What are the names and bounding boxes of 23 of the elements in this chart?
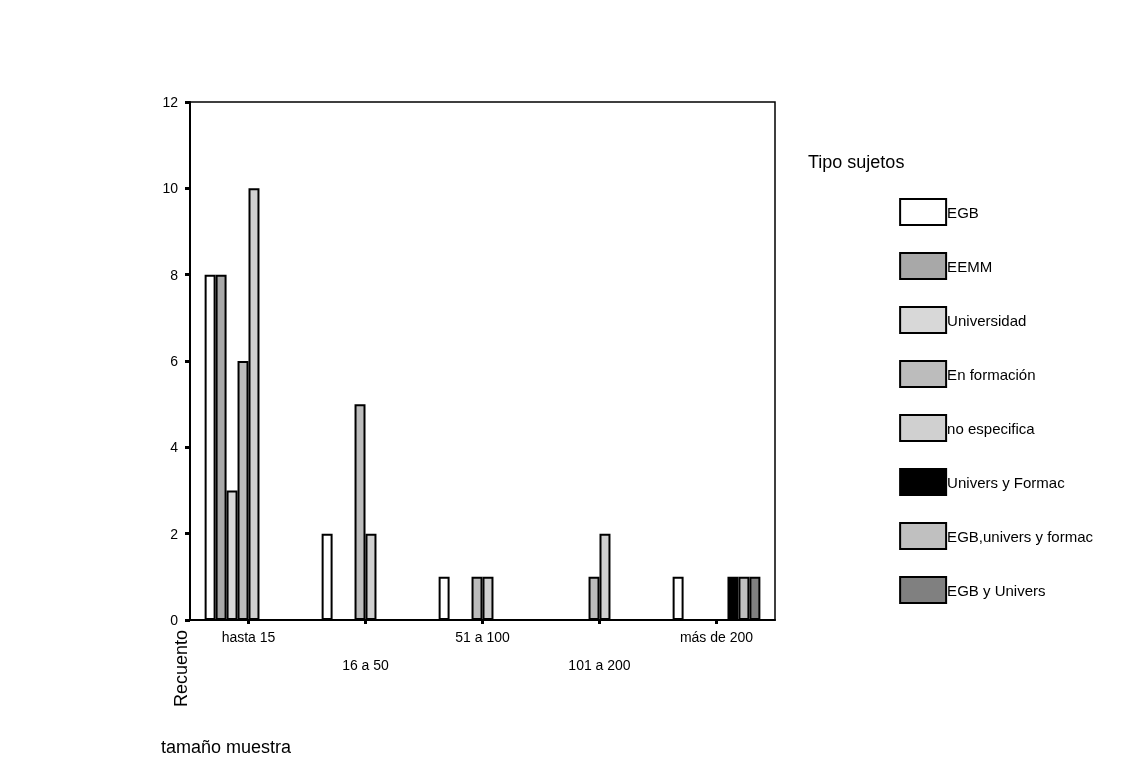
legend-label: no especifica [947, 419, 1036, 437]
x-axis-title: tamaño muestra [161, 737, 293, 757]
legend-title: Tipo sujetos [808, 152, 905, 172]
x-tick-label: 101 a 200 [568, 657, 631, 673]
legend-label: EGB,univers y formac [947, 527, 1094, 545]
legend-label: Univers y Formac [947, 473, 1066, 491]
legend-label: EEMM [947, 257, 993, 275]
legend-label: EGB [947, 203, 979, 221]
y-axis-title: Recuento [171, 629, 191, 707]
x-tick-label: 16 a 50 [342, 657, 390, 673]
legend-label: Universidad [947, 311, 1027, 329]
x-tick-label: más de 200 [679, 629, 754, 645]
y-tick-label: 0 [170, 612, 179, 628]
y-tick-label: 8 [170, 266, 179, 283]
y-tick-label: 10 [162, 180, 179, 197]
y-tick-label: 2 [170, 525, 179, 542]
x-tick-label: 51 a 100 [455, 629, 510, 645]
legend-label: EGB y Univers [947, 581, 1046, 599]
y-tick-label: 12 [162, 94, 179, 110]
x-tick-label: hasta 15 [221, 629, 276, 645]
y-tick-label: 4 [170, 439, 179, 456]
legend-label: En formación [947, 365, 1036, 383]
y-tick-label: 6 [170, 353, 179, 369]
